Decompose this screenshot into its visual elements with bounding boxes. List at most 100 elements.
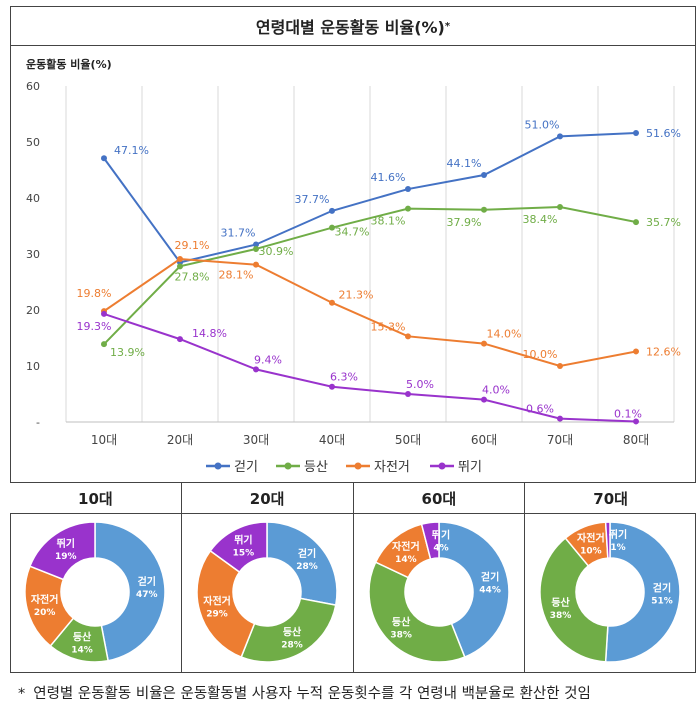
donut-label-name: 뛰기 <box>57 537 75 550</box>
data-label: 15.3% <box>371 320 406 333</box>
donut-slice-걷기 <box>605 521 681 663</box>
data-point <box>253 245 259 252</box>
data-point <box>101 155 107 162</box>
data-label: 34.7% <box>335 226 370 239</box>
data-point <box>253 261 259 268</box>
data-label: 4.0% <box>482 384 510 397</box>
data-label: 31.7% <box>221 226 256 239</box>
donut-cell-70s: 70대 걷기 51% 등산 38% 자전거 10% 뛰기 1% <box>524 482 696 673</box>
donut-label-value: 14% <box>395 555 417 565</box>
data-point <box>101 310 107 317</box>
data-point <box>557 133 563 140</box>
donut-label-value: 14% <box>71 645 93 655</box>
donut-label-value: 1% <box>611 543 626 553</box>
donut-label-value: 44% <box>479 585 501 595</box>
y-tick-label: - <box>36 416 40 429</box>
legend-marker <box>438 462 446 470</box>
donut-label-name: 자전거 <box>31 593 59 606</box>
donut-slice-걷기 <box>266 521 338 606</box>
data-point <box>177 256 183 263</box>
donut-label-name: 등산 <box>73 630 92 643</box>
data-point <box>557 415 563 422</box>
y-tick-label: 10 <box>26 360 40 373</box>
donut-label-name: 뛰기 <box>431 529 449 542</box>
legend-label: 등산 <box>304 460 328 475</box>
donut-cell-10s: 10대 걷기 47% 등산 14% 자전거 20% 뛰기 19% <box>10 482 181 673</box>
donut-slice-등산 <box>367 561 466 663</box>
data-label: 10.0% <box>523 348 558 361</box>
legend-label: 걷기 <box>234 460 258 475</box>
data-point <box>633 130 639 137</box>
data-label: 51.6% <box>646 127 681 140</box>
legend-label: 자전거 <box>374 460 410 475</box>
donut-label-name: 걷기 <box>298 547 316 560</box>
data-point <box>481 172 487 179</box>
donut-label-value: 28% <box>296 562 318 572</box>
donut-label-value: 38% <box>550 611 572 621</box>
donut-slice-뛰기 <box>28 521 96 581</box>
data-label: 41.6% <box>371 171 406 184</box>
donut-chart-70s: 걷기 51% 등산 38% 자전거 10% 뛰기 1% <box>539 521 681 663</box>
donut-cell-20s: 20대 걷기 28% 등산 28% 자전거 29% 뛰기 15% <box>180 482 353 673</box>
x-tick-label: 10대 <box>91 433 117 447</box>
data-label: 44.1% <box>447 157 482 170</box>
series-line-등산 <box>103 205 637 345</box>
donut-slice-자전거 <box>196 549 256 659</box>
data-label: 38.4% <box>523 213 558 226</box>
donut-chart-20s: 걷기 28% 등산 28% 자전거 29% 뛰기 15% <box>196 521 338 663</box>
donut-label-value: 15% <box>232 549 254 559</box>
data-point <box>633 418 639 425</box>
donut-title: 70대 <box>525 482 696 514</box>
data-point <box>481 206 487 213</box>
donut-chart-60s: 걷기 44% 등산 38% 자전거 14% 뛰기 4% <box>367 521 510 663</box>
data-point <box>329 207 335 214</box>
data-label: 0.6% <box>526 403 554 416</box>
footnote: * 연령별 운동활동 비율은 운동활동별 사용자 누적 운동횟수를 각 연령내 백… <box>18 682 591 703</box>
data-point <box>481 396 487 403</box>
data-label: 19.3% <box>77 320 112 333</box>
x-tick-label: 20대 <box>167 433 193 447</box>
data-point <box>405 186 411 193</box>
data-point <box>329 299 335 306</box>
donut-label-name: 걷기 <box>138 575 156 588</box>
donut-label-value: 20% <box>34 608 56 618</box>
data-label: 38.1% <box>371 215 406 228</box>
data-label: 51.0% <box>525 118 560 131</box>
donut-title: 20대 <box>181 482 353 514</box>
data-point <box>557 203 563 210</box>
footnote-marker: * <box>18 686 26 702</box>
data-point <box>177 336 183 343</box>
legend-label: 뛰기 <box>458 460 482 475</box>
donut-slice-뛰기 <box>420 521 440 560</box>
legend-marker <box>284 462 292 470</box>
line-chart: 운동활동 비율(%) - 10 20 30 40 50 60 10대 20대 30대 40대 50대 60… <box>26 57 681 475</box>
donut-label-name: 자전거 <box>392 540 420 553</box>
data-label: 12.6% <box>646 345 681 358</box>
data-point <box>405 391 411 397</box>
data-label: 37.9% <box>447 216 482 229</box>
donut-label-name: 걷기 <box>480 570 498 583</box>
y-axis-label: 운동활동 비율(%) <box>26 57 112 71</box>
data-label: 9.4% <box>254 353 282 366</box>
x-tick-label: 70대 <box>547 433 573 447</box>
data-label: 14.8% <box>192 327 227 340</box>
donut-label-value: 29% <box>206 610 228 620</box>
x-tick-label: 50대 <box>395 433 421 447</box>
donut-label-name: 뛰기 <box>609 528 627 541</box>
data-point <box>405 205 411 212</box>
donut-chart-10s: 걷기 47% 등산 14% 자전거 20% 뛰기 19% <box>24 521 166 663</box>
data-point <box>633 348 639 355</box>
data-label: 14.0% <box>487 328 522 341</box>
legend-marker <box>354 462 362 470</box>
data-point <box>329 224 335 231</box>
donut-label-name: 뛰기 <box>234 534 252 547</box>
data-label: 28.1% <box>219 269 254 282</box>
y-tick-label: 40 <box>26 192 40 205</box>
data-point <box>253 366 259 373</box>
data-point <box>633 219 639 226</box>
series-line-자전거 <box>103 258 637 368</box>
donut-label-value: 19% <box>55 552 77 562</box>
data-label: 21.3% <box>339 289 374 302</box>
donut-slice-등산 <box>539 537 609 663</box>
data-point <box>101 341 107 348</box>
